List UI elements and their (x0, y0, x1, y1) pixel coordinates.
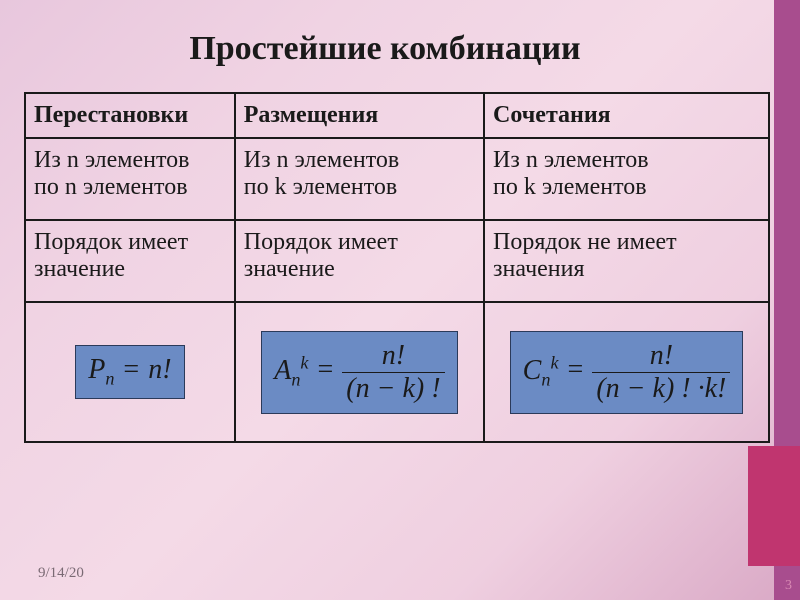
cell-line: по n элементов (34, 174, 188, 200)
accent-strip-decoration (748, 446, 800, 566)
fraction: n! (n − k) ! (342, 342, 444, 403)
cell-line: по k элементов (244, 174, 398, 200)
cell-line: значения (493, 256, 584, 282)
formula-lhs-sub: n (105, 369, 114, 389)
formula-rhs: n! (148, 354, 171, 385)
fraction-numerator: n! (592, 342, 730, 373)
formula-cell-perm: Pn = n! (25, 302, 235, 442)
table-formula-row: Pn = n! Ank = n! (n − k) ! Cnk (25, 302, 769, 442)
formula-lhs-base: P (88, 354, 105, 385)
cell-line: Порядок имеет (244, 229, 398, 255)
col-header-combinations: Сочетания (484, 93, 769, 138)
cell-line: Порядок имеет (34, 229, 188, 255)
table-header-row: Перестановки Размещения Сочетания (25, 93, 769, 138)
col-header-permutations: Перестановки (25, 93, 235, 138)
cell-order-comb: Порядок не имеет значения (484, 220, 769, 302)
formula-lhs-sup: k (300, 352, 308, 372)
formula-permutation: Pn = n! (75, 345, 184, 399)
formula-arrangement: Ank = n! (n − k) ! (261, 331, 457, 414)
cell-line: Из n элементов (493, 147, 649, 173)
table-row: Из n элементов по n элементов Из n элеме… (25, 138, 769, 220)
equals-sign: = (315, 354, 335, 385)
slide: Простейшие комбинации Перестановки Разме… (0, 0, 800, 600)
cell-order-perm: Порядок имеет значение (25, 220, 235, 302)
cell-line: по k элементов (493, 174, 647, 200)
formula-cell-comb: Cnk = n! (n − k) ! ·k! (484, 302, 769, 442)
cell-line: Из n элементов (244, 147, 400, 173)
combinatorics-table: Перестановки Размещения Сочетания Из n э… (24, 92, 770, 443)
formula-lhs-sub: n (541, 369, 550, 389)
cell-line: Порядок не имеет (493, 229, 677, 255)
cell-elements-arr: Из n элементов по k элементов (235, 138, 484, 220)
formula-lhs-sup: k (550, 352, 558, 372)
equals-sign: = (121, 354, 141, 385)
equals-sign: = (566, 354, 586, 385)
col-header-arrangements: Размещения (235, 93, 484, 138)
formula-lhs-base: A (274, 354, 291, 385)
cell-elements-comb: Из n элементов по k элементов (484, 138, 769, 220)
slide-title: Простейшие комбинации (0, 30, 770, 68)
fraction-denominator: (n − k) ! ·k! (592, 373, 730, 403)
fraction: n! (n − k) ! ·k! (592, 342, 730, 403)
formula-lhs-sub: n (291, 369, 300, 389)
formula-lhs-base: C (523, 354, 542, 385)
cell-order-arr: Порядок имеет значение (235, 220, 484, 302)
fraction-numerator: n! (342, 342, 444, 373)
fraction-denominator: (n − k) ! (342, 373, 444, 403)
cell-line: значение (34, 256, 125, 282)
cell-line: значение (244, 256, 335, 282)
page-number: 3 (785, 578, 792, 594)
cell-line: Из n элементов (34, 147, 190, 173)
footer-date: 9/14/20 (38, 565, 84, 582)
formula-cell-arr: Ank = n! (n − k) ! (235, 302, 484, 442)
table-row: Порядок имеет значение Порядок имеет зна… (25, 220, 769, 302)
cell-elements-perm: Из n элементов по n элементов (25, 138, 235, 220)
formula-combination: Cnk = n! (n − k) ! ·k! (510, 331, 744, 414)
